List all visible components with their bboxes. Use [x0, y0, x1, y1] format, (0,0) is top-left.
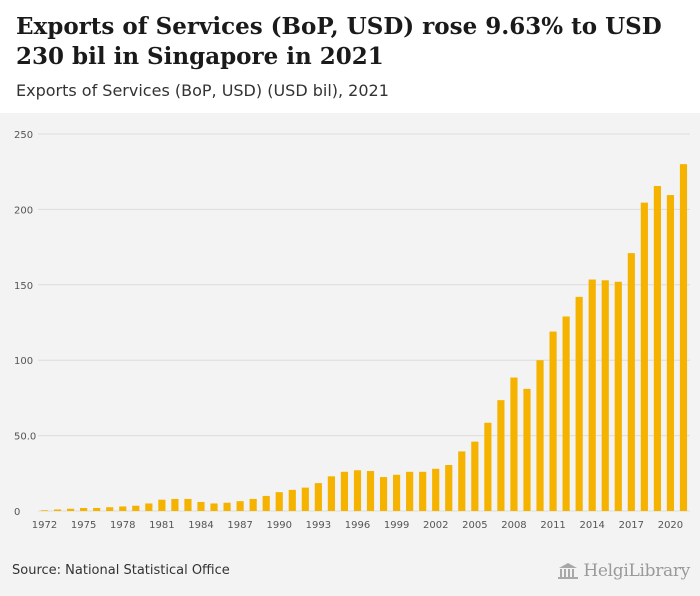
bar-2006 — [484, 422, 492, 511]
chart-title: Exports of Services (BoP, USD) rose 9.63… — [16, 13, 662, 70]
bar-2013 — [575, 296, 583, 511]
bar-1993 — [314, 483, 322, 511]
chart-area: 0 50.0 100 150 200 250 1972 1975 1978 1981 1984 19… — [0, 113, 700, 553]
library-building-icon — [558, 563, 579, 579]
bar-1986 — [223, 502, 231, 511]
bar-2020 — [666, 195, 675, 511]
bar-2000 — [406, 471, 414, 511]
logo-text: HelgiLibrary — [583, 561, 690, 581]
y-tick-label: 150 — [14, 281, 33, 292]
bar-1999 — [393, 474, 401, 511]
bar-1998 — [379, 477, 388, 511]
bar-1995 — [340, 471, 349, 511]
bar-2015 — [601, 280, 609, 511]
y-tick-label: 200 — [14, 205, 33, 216]
x-tick-label: 1978 — [110, 520, 135, 531]
x-tick-label: 2008 — [501, 520, 526, 531]
bar-2007 — [497, 400, 505, 511]
x-tick-label: 2002 — [423, 520, 448, 531]
y-tick-label: 250 — [14, 130, 33, 141]
x-tick-label: 2020 — [658, 520, 683, 531]
chart-header: Exports of Services (BoP, USD) rose 9.63… — [0, 0, 700, 113]
helgi-library-logo: HelgiLibrary — [557, 561, 690, 581]
bar-1988 — [249, 498, 257, 511]
bar-1980 — [145, 503, 153, 511]
x-tick-label: 1996 — [345, 520, 370, 531]
x-tick-label: 2014 — [579, 520, 604, 531]
bar-1983 — [184, 498, 192, 511]
bar-1990 — [275, 492, 283, 511]
bar-1987 — [236, 501, 244, 511]
bar-1979 — [132, 505, 140, 511]
x-axis-ticks: 1972 1975 1978 1981 1984 1987 1990 1993 1996 1999… — [32, 520, 683, 531]
x-tick-label: 1975 — [71, 520, 96, 531]
bar-1981 — [158, 499, 166, 511]
bar-1994 — [327, 476, 335, 511]
bar-1984 — [197, 501, 205, 511]
bar-2003 — [445, 465, 453, 511]
x-tick-label: 2017 — [619, 520, 644, 531]
x-tick-label: 1987 — [227, 520, 252, 531]
bar-2010 — [536, 360, 544, 511]
y-tick-label: 50.0 — [14, 432, 36, 443]
bar-1975 — [80, 507, 88, 511]
bar-2021 — [679, 164, 688, 511]
bar-2001 — [419, 471, 427, 511]
x-tick-label: 2011 — [540, 520, 565, 531]
y-tick-label: 0 — [14, 507, 20, 518]
bar-1989 — [262, 495, 270, 511]
bar-2008 — [510, 377, 518, 511]
x-tick-label: 1981 — [149, 520, 174, 531]
x-tick-label: 1984 — [188, 520, 213, 531]
x-tick-label: 1990 — [267, 520, 292, 531]
bar-1974 — [67, 508, 75, 511]
bar-2009 — [523, 388, 531, 511]
y-tick-label: 100 — [14, 356, 33, 367]
bar-2012 — [562, 316, 570, 511]
x-tick-label: 1972 — [32, 520, 57, 531]
bar-1982 — [171, 498, 179, 511]
bar-1978 — [119, 506, 127, 511]
bar-1991 — [288, 489, 296, 511]
bar-1976 — [93, 507, 101, 511]
bar-2014 — [588, 279, 596, 511]
bar-2004 — [458, 451, 466, 511]
bar-2017 — [627, 253, 635, 511]
y-axis-ticks: 0 50.0 100 150 200 250 — [14, 130, 36, 518]
bars — [40, 164, 688, 512]
bar-2002 — [432, 468, 440, 511]
bar-2019 — [653, 186, 661, 511]
bar-2005 — [471, 441, 479, 511]
bar-1972 — [40, 510, 49, 511]
bar-2016 — [614, 281, 622, 511]
bar-1992 — [301, 487, 309, 511]
bar-1985 — [210, 503, 218, 511]
bar-1997 — [366, 471, 375, 511]
x-tick-label: 1993 — [306, 520, 331, 531]
chart-subtitle: Exports of Services (BoP, USD) (USD bil)… — [16, 81, 389, 100]
bar-2011 — [549, 331, 557, 511]
bar-1977 — [106, 507, 114, 511]
bar-1996 — [353, 470, 362, 511]
bar-2018 — [640, 202, 648, 512]
x-tick-label: 1999 — [384, 520, 409, 531]
x-tick-label: 2005 — [462, 520, 487, 531]
source-note: Source: National Statistical Office — [12, 563, 230, 578]
bar-1973 — [53, 509, 62, 511]
